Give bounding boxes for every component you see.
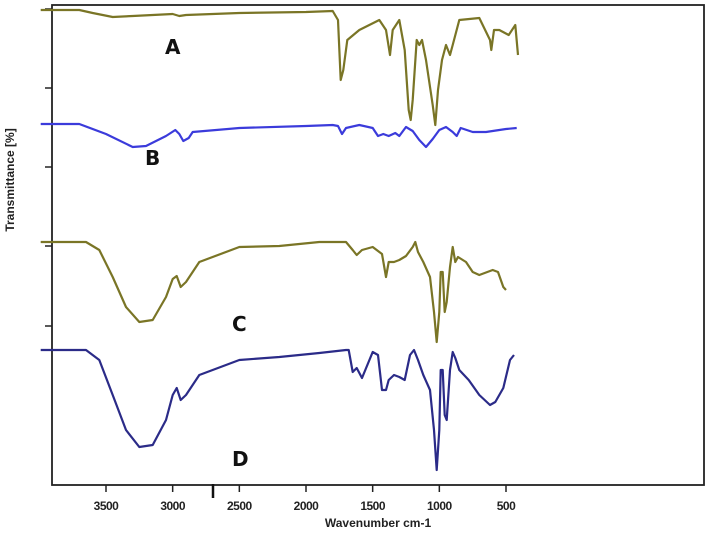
y-axis-title: Transmittance [%] bbox=[3, 128, 17, 231]
series-label-D: D bbox=[232, 447, 249, 471]
x-tick-label: 1500 bbox=[360, 499, 386, 513]
x-tick-label: 2000 bbox=[294, 499, 320, 513]
x-tick-label: 3000 bbox=[160, 499, 186, 513]
series-labels: A B C D bbox=[145, 35, 249, 471]
spectra-series bbox=[40, 8, 520, 472]
series-label-C: C bbox=[232, 312, 247, 336]
spectrum-C bbox=[40, 240, 507, 344]
x-axis-title: Wavenumber cm-1 bbox=[325, 516, 432, 530]
spectrum-A bbox=[40, 8, 520, 127]
x-tick-label: 1000 bbox=[427, 499, 453, 513]
x-tick-label: 3500 bbox=[94, 499, 120, 513]
x-axis-ticks: 3500 3000 2500 2000 1500 1000 500 bbox=[94, 485, 517, 513]
series-label-B: B bbox=[145, 146, 160, 170]
x-tick-label: 2500 bbox=[227, 499, 253, 513]
y-axis-ticks bbox=[45, 8, 52, 327]
spectrum-D bbox=[40, 348, 515, 472]
plot-frame bbox=[51, 4, 705, 486]
x-tick-label: 500 bbox=[497, 499, 516, 513]
series-label-A: A bbox=[165, 35, 181, 59]
spectrum-B bbox=[40, 122, 517, 149]
